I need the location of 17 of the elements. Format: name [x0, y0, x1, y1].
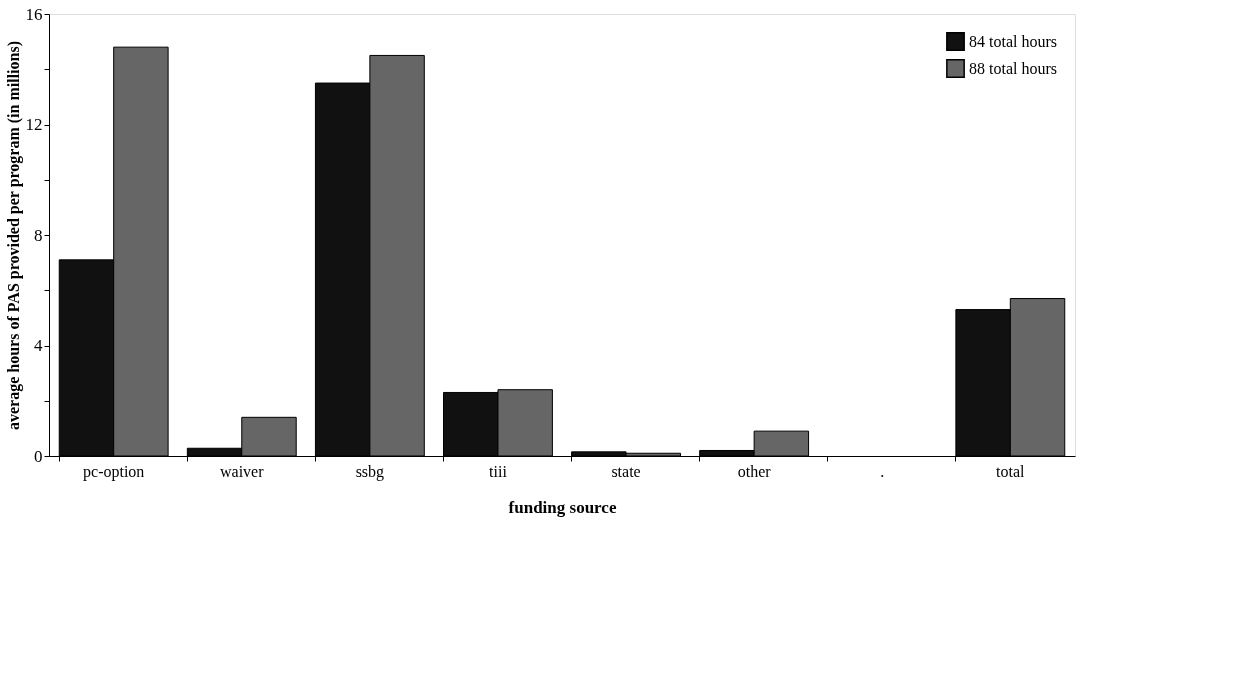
y-axis-title: average hours of PAS provided per program (in millions) [4, 40, 23, 431]
x-tick-label: waiver [220, 462, 265, 480]
x-tick-label: other [737, 462, 772, 480]
x-tick-label: state [611, 462, 641, 480]
x-axis-title: funding source [508, 497, 617, 517]
x-tick-label: ssbg [355, 462, 385, 481]
y-tick-label: 12 [25, 115, 43, 134]
y-tick-label: 8 [34, 225, 43, 245]
x-tick-label: tiii [489, 462, 508, 480]
legend-label: 88 total hours [969, 59, 1057, 77]
y-tick-label: 4 [34, 336, 43, 355]
x-tick-label: . [880, 462, 885, 480]
y-tick-label: 16 [25, 4, 43, 24]
legend-label: 84 total hours [969, 32, 1057, 50]
x-tick-label: pc-option [83, 462, 145, 481]
x-tick-label: total [996, 462, 1026, 480]
y-tick-label: 0 [34, 446, 43, 466]
